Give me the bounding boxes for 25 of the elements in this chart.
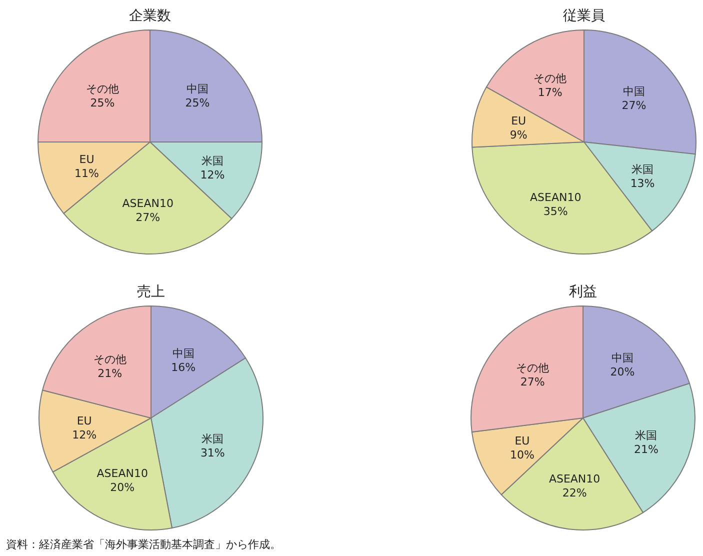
slice-label: EU 11%	[74, 152, 99, 180]
slice-label: 米国 13%	[630, 163, 655, 190]
title: 従業員	[563, 8, 605, 24]
slice-label: ASEAN10 27%	[122, 197, 174, 224]
slice-label: EU 9%	[510, 114, 528, 142]
slice-label: 中国 25%	[185, 82, 210, 110]
annotation: 資料：経済産業省「海外事業活動基本調査」から作成。	[6, 538, 281, 551]
slice-label: ASEAN10 20%	[96, 466, 148, 494]
title: 企業数	[129, 8, 171, 24]
slice-label: ASEAN10 35%	[530, 190, 582, 218]
slice-label: 米国 31%	[200, 432, 225, 460]
slice-label: EU 10%	[510, 434, 534, 462]
slice-label: 中国 16%	[171, 347, 196, 374]
slice-label: 中国 20%	[610, 352, 635, 379]
slice-label: 米国 12%	[200, 154, 225, 182]
slice-label: その他 27%	[516, 362, 550, 389]
slice-label: 米国 21%	[634, 428, 658, 456]
title: 売上	[137, 284, 165, 300]
slice-label: その他 21%	[93, 352, 126, 380]
slice-label: EU 12%	[72, 414, 97, 442]
slice-label: ASEAN10 22%	[548, 472, 600, 500]
title: 利益	[569, 284, 597, 300]
slice-label: その他 25%	[86, 82, 119, 110]
slice-label: 中国 27%	[622, 85, 646, 112]
slice-label: その他 17%	[534, 72, 567, 99]
